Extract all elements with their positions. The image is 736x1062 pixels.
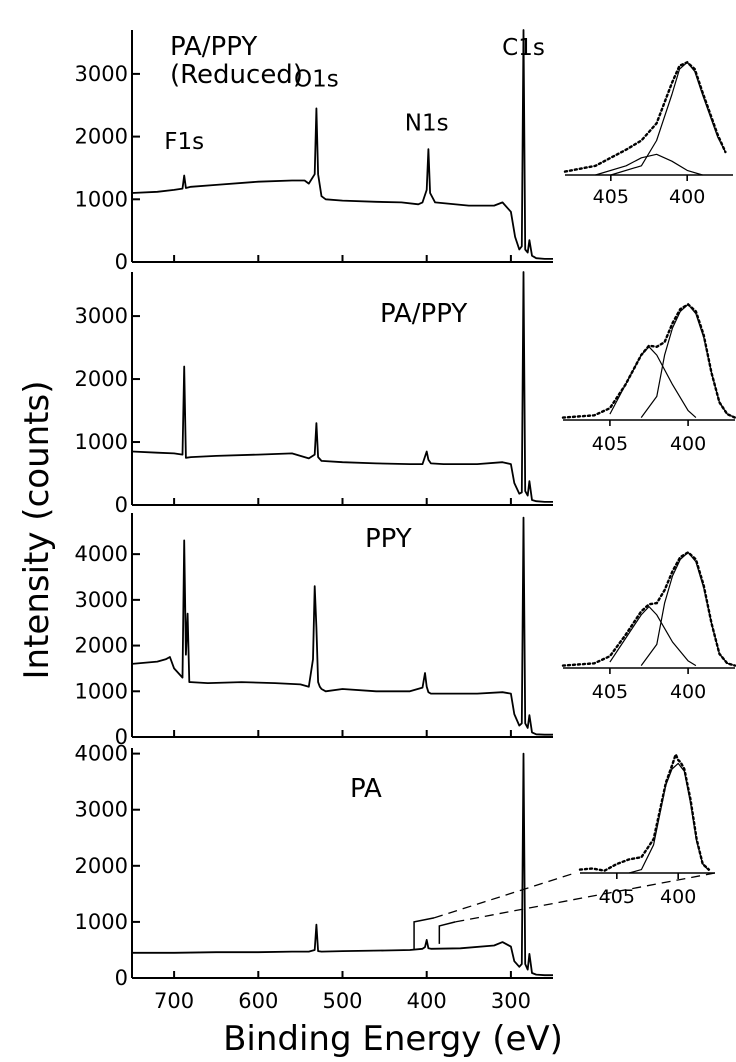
spectrum-line bbox=[131, 29, 553, 260]
panel-1: 0 1000 2000 3000 PA/PPY bbox=[75, 271, 553, 517]
peak-label: N1s bbox=[405, 110, 449, 136]
inset-tick-label: 405 bbox=[599, 886, 635, 908]
inset-tick-label: 405 bbox=[593, 186, 629, 208]
inset-component-line bbox=[628, 762, 710, 874]
x-tick-label: 300 bbox=[491, 989, 531, 1013]
inset-0: 405 400 bbox=[563, 60, 733, 208]
y-tick-label: 2000 bbox=[75, 367, 128, 391]
y-tick-label: 3000 bbox=[75, 798, 128, 822]
spectrum-line bbox=[132, 752, 553, 977]
inset-component-line bbox=[609, 346, 697, 419]
zoom-dashed-line bbox=[433, 872, 576, 919]
x-tick-label: 700 bbox=[154, 989, 194, 1013]
y-tick-label: 2000 bbox=[75, 854, 128, 878]
inset-tick-label: 405 bbox=[592, 433, 628, 455]
insets-layer: 405 400 405 400 405 400 405 400 bbox=[561, 60, 736, 908]
y-tick-label: 3000 bbox=[75, 588, 128, 612]
inset-1: 405 400 bbox=[561, 302, 736, 455]
x-axis-title: Binding Energy (eV) bbox=[223, 1019, 563, 1059]
panel-0: 0 1000 2000 3000 PA/PPY (Reduced) F1s O1s N1s C1s bbox=[75, 29, 553, 274]
y-tick-label: 1000 bbox=[75, 187, 128, 211]
zoom-bracket-left bbox=[413, 917, 435, 950]
y-tick-label: 0 bbox=[115, 725, 128, 749]
peak-label: F1s bbox=[164, 129, 204, 155]
y-tick-label: 1000 bbox=[75, 679, 128, 703]
peak-label: O1s bbox=[294, 66, 339, 92]
panel-title: PA bbox=[350, 774, 382, 804]
y-tick-label: 3000 bbox=[75, 304, 128, 328]
panel-3: 0 1000 2000 3000 4000 PA 700 600 500 400 300 bbox=[75, 742, 716, 1013]
axis-titles: Binding Energy (eV) Intensity (counts) bbox=[17, 381, 563, 1059]
y-tick-label: 4000 bbox=[75, 742, 128, 766]
zoom-bracket-right bbox=[438, 921, 456, 944]
y-tick-label: 3000 bbox=[75, 62, 128, 86]
inset-data-dots bbox=[561, 550, 736, 667]
panel-title: PA/PPY bbox=[380, 299, 467, 329]
inset-tick-label: 400 bbox=[669, 186, 705, 208]
y-tick-label: 0 bbox=[115, 250, 128, 274]
inset-tick-label: 400 bbox=[670, 433, 706, 455]
inset-data-dots bbox=[561, 302, 736, 419]
inset-component-line bbox=[640, 303, 736, 419]
y-tick-label: 4000 bbox=[75, 542, 128, 566]
y-tick-label: 0 bbox=[115, 493, 128, 517]
y-tick-label: 2000 bbox=[75, 634, 128, 658]
panel-title-line: (Reduced) bbox=[170, 60, 303, 90]
y-tick-label: 1000 bbox=[75, 910, 128, 934]
inset-2: 405 400 bbox=[561, 550, 736, 703]
panel-title-line: PA/PPY bbox=[380, 299, 467, 329]
inset-tick-label: 400 bbox=[660, 886, 696, 908]
y-tick-label: 2000 bbox=[75, 125, 128, 149]
y-tick-label: 1000 bbox=[75, 430, 128, 454]
peak-label: C1s bbox=[502, 35, 545, 61]
inset-data-dots bbox=[578, 751, 711, 872]
inset-tick-label: 405 bbox=[592, 681, 628, 703]
inset-component-line bbox=[640, 551, 736, 667]
inset-component-line bbox=[610, 61, 726, 176]
inset-3: 405 400 bbox=[578, 751, 715, 908]
panel-title: PA/PPY (Reduced) bbox=[170, 32, 303, 90]
spectrum-line bbox=[131, 516, 553, 736]
x-tick-label: 500 bbox=[322, 989, 362, 1013]
spectrum-line bbox=[131, 271, 553, 503]
inset-component-line bbox=[609, 605, 697, 667]
panel-title-line: PA/PPY bbox=[170, 32, 257, 62]
y-axis-title: Intensity (counts) bbox=[17, 381, 57, 680]
panel-2: 0 1000 2000 3000 4000 PPY bbox=[75, 513, 553, 749]
inset-data-dots bbox=[563, 60, 727, 173]
y-tick-label: 0 bbox=[115, 966, 128, 990]
inset-component-line bbox=[595, 153, 703, 176]
x-tick-label: 400 bbox=[407, 989, 447, 1013]
x-tick-label: 600 bbox=[238, 989, 278, 1013]
panel-title: PPY bbox=[365, 524, 412, 554]
panel-title-line: PA bbox=[350, 774, 382, 804]
panel-title-line: PPY bbox=[365, 524, 412, 554]
inset-tick-label: 400 bbox=[670, 681, 706, 703]
